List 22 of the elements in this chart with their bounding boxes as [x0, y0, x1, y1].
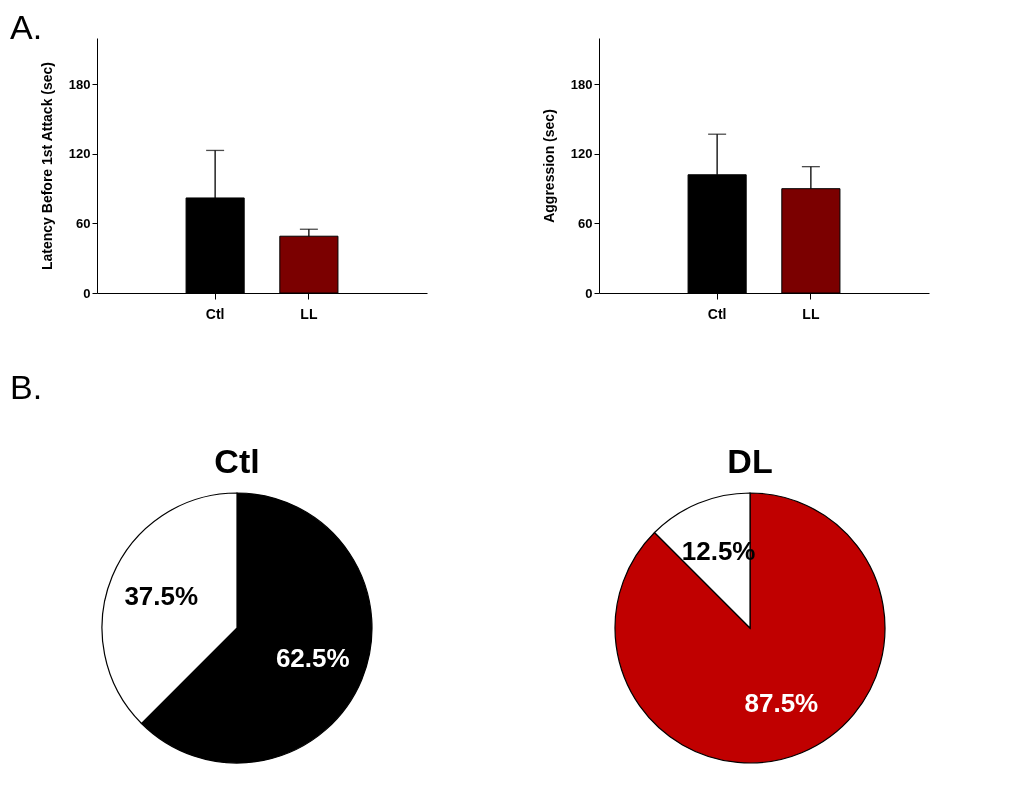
data-label: 87.5% — [744, 687, 819, 718]
x-tick-label: LL — [300, 305, 318, 322]
y-tick-label: 0 — [83, 285, 91, 301]
y-tick-label: 120 — [68, 146, 91, 162]
y-tick-label: 180 — [570, 76, 593, 92]
chart-title: DL — [727, 442, 773, 480]
y-tick-label: 60 — [76, 215, 91, 231]
chart-title: Ctl — [214, 442, 260, 480]
y-tick-label: 180 — [68, 76, 91, 92]
data-label: 62.5% — [275, 643, 350, 674]
x-tick-label: Ctl — [707, 305, 727, 322]
pie-slice — [614, 492, 886, 764]
text: B. — [10, 368, 43, 407]
x-tick-label: LL — [802, 305, 820, 322]
x-tick-label: Ctl — [205, 305, 225, 322]
y-tick-label: 0 — [585, 285, 593, 301]
y-axis-title: Aggression (sec) — [540, 109, 557, 223]
y-tick-label: 120 — [570, 146, 593, 162]
y-axis-title: Latency Before 1st Attack (sec) — [38, 61, 55, 271]
text: A. — [10, 8, 43, 47]
data-label: 37.5% — [124, 580, 199, 611]
y-tick-label: 60 — [578, 215, 593, 231]
